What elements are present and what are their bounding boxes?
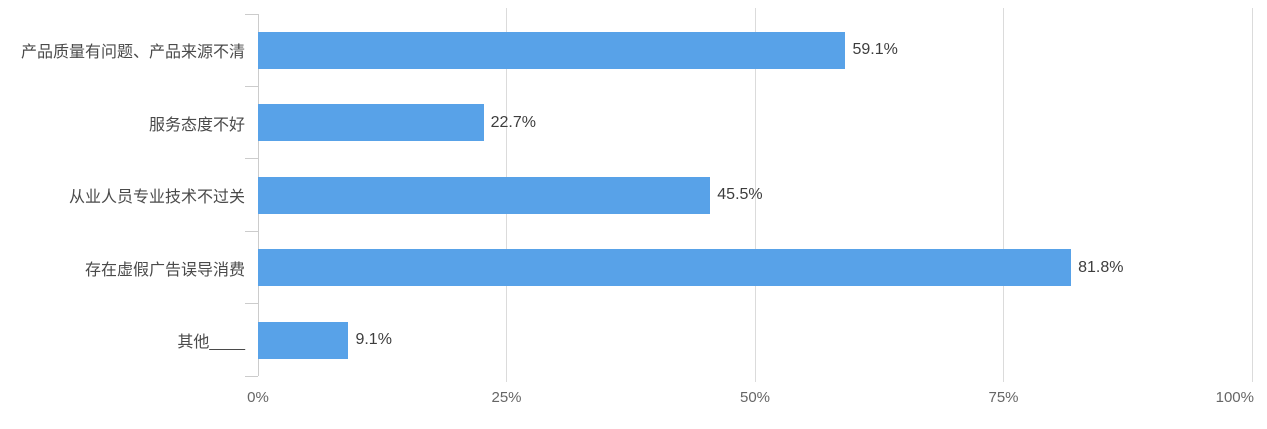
category-label: 从业人员专业技术不过关 bbox=[68, 189, 245, 207]
value-label: 9.1% bbox=[355, 331, 392, 349]
y-axis-tick bbox=[245, 85, 258, 87]
x-tick-label: 25% bbox=[491, 389, 522, 406]
value-label: 22.7% bbox=[490, 113, 536, 131]
grid-line bbox=[1003, 8, 1004, 383]
category-label: 存在虚假广告误导消费 bbox=[84, 261, 245, 279]
x-tick-label: 0% bbox=[247, 389, 269, 406]
value-label: 81.8% bbox=[1078, 258, 1124, 276]
x-tick-label: 100% bbox=[1215, 389, 1254, 406]
x-tick-label: 75% bbox=[988, 389, 1019, 406]
y-axis-tick bbox=[245, 230, 258, 232]
bar bbox=[258, 104, 484, 142]
value-label: 59.1% bbox=[852, 41, 898, 59]
bar bbox=[258, 176, 711, 214]
x-tick-label: 50% bbox=[739, 389, 771, 406]
bar bbox=[258, 31, 846, 69]
category-label: 产品质量有问题、产品来源不清 bbox=[20, 44, 245, 62]
y-axis-tick bbox=[245, 303, 258, 305]
y-axis-tick bbox=[245, 158, 258, 160]
grid-line bbox=[754, 8, 756, 383]
value-label: 45.5% bbox=[717, 186, 763, 204]
category-label: 其他____ bbox=[177, 334, 245, 352]
bar bbox=[258, 249, 1072, 287]
y-axis-tick bbox=[245, 13, 258, 15]
bar bbox=[258, 321, 349, 359]
category-label: 服务态度不好 bbox=[148, 116, 245, 134]
y-axis-tick bbox=[245, 375, 258, 377]
grid-line bbox=[1251, 8, 1253, 383]
